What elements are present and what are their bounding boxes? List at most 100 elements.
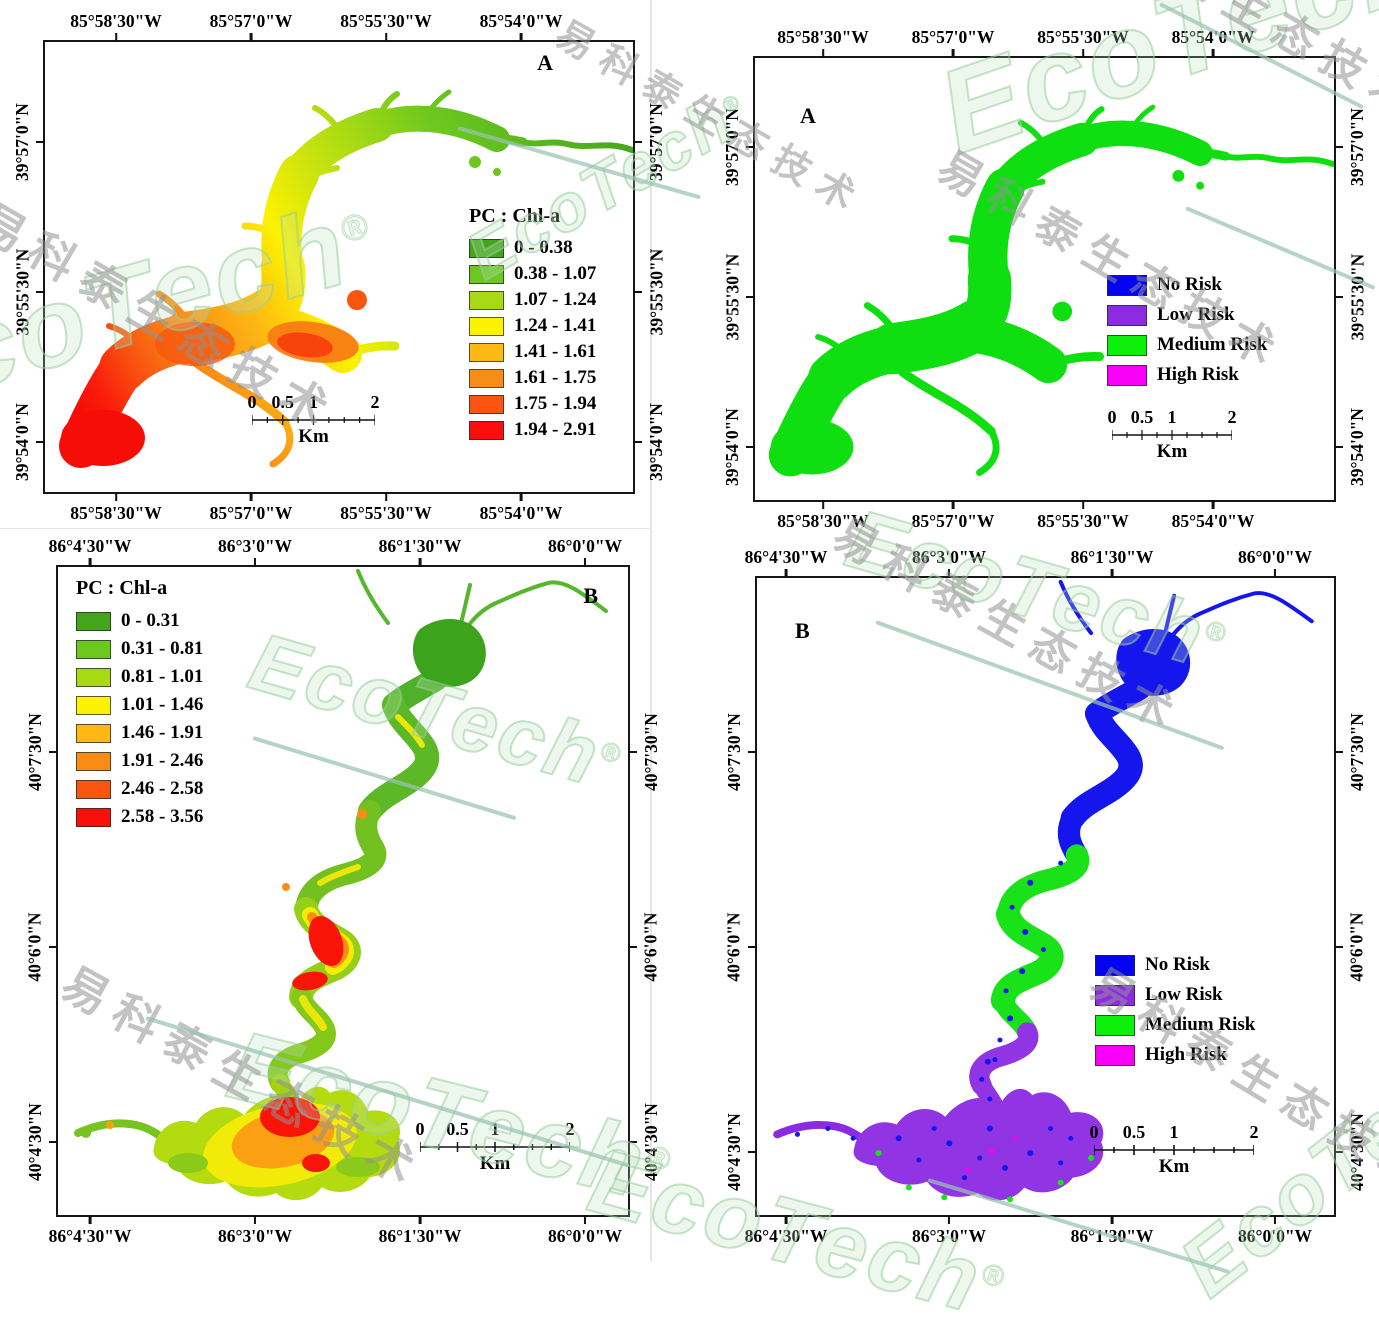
tick-mark [36, 140, 45, 144]
y-axis-right: 39°57'0"N 39°55'30"N 39°54'0"N [1334, 58, 1374, 500]
axis-tick: 86°4'30"W [48, 1215, 132, 1246]
legend-item-label: Low Risk [1145, 984, 1223, 1005]
axis-tick: 40°4'30"N [23, 1077, 58, 1207]
chl-legend: PC : Chl-a 0 - 0.38 0.38 - 1.07 1.07 - 1… [469, 205, 596, 443]
tick-mark [36, 440, 45, 444]
axis-label-wrap: 39°57'0"N [720, 82, 744, 212]
legend-title: PC : Chl-a [76, 577, 168, 599]
axis-tick-label: 85°55'30"W [340, 10, 432, 31]
axis-tick-label: 85°54'0"W [479, 10, 563, 31]
legend-swatch [76, 723, 111, 743]
scale-bar-tick-label: 1 [1167, 407, 1177, 427]
axis-tick-label: 86°0'0"W [547, 1226, 623, 1246]
axis-tick-label: 86°4'30"W [48, 1226, 132, 1246]
tick-mark [88, 1215, 92, 1224]
axis-label-wrap: 39°57'0"N [10, 77, 34, 207]
legend-swatch [76, 667, 111, 687]
legend-item-label: High Risk [1145, 1044, 1227, 1065]
panel-label: A [537, 50, 553, 75]
tick-mark [947, 1215, 951, 1224]
legend-item: 1.94 - 2.91 [469, 417, 596, 443]
legend-swatch [76, 807, 111, 827]
axis-tick-label: 39°57'0"N [721, 108, 742, 186]
scale-bar-unit: Km [479, 1153, 511, 1174]
axis-tick: 85°58'30"W [777, 500, 869, 531]
axis-tick-label: 40°4'30"N [640, 1103, 661, 1181]
axis-label-wrap: 40°7'30"N [23, 687, 47, 817]
axis-tick-label: 86°0'0"W [1237, 1226, 1313, 1246]
y-axis-left: 40°7'30"N 40°6'0"N 40°4'30"N [717, 578, 757, 1215]
tick-mark [746, 145, 755, 149]
legend-item: 1.46 - 1.91 [76, 719, 203, 747]
scale-bar-line [1112, 430, 1232, 440]
tick-mark [253, 1215, 257, 1224]
legend-swatch [1107, 334, 1147, 356]
axis-tick: 39°55'30"N [1334, 232, 1369, 362]
axis-tick-label: 40°6'0"N [24, 912, 45, 982]
axis-tick: 86°3'0"W [912, 547, 986, 578]
legend-item: High Risk [1107, 360, 1267, 390]
tick-mark [633, 440, 642, 444]
axis-tick: 85°58'30"W [777, 27, 869, 58]
axis-tick-label: 85°55'30"W [340, 503, 432, 523]
axis-tick: 86°3'0"W [912, 1215, 986, 1246]
axis-tick: 86°4'30"W [745, 1215, 827, 1246]
tick-mark [784, 569, 788, 578]
scale-bar-unit: Km [298, 426, 329, 447]
tick-mark [947, 569, 951, 578]
tick-mark [1211, 49, 1215, 58]
legend-swatch [469, 342, 504, 362]
scale-bar-labels: 0 0.5 1 2 [416, 1119, 575, 1139]
axis-label-wrap: 40°7'30"N [639, 687, 663, 817]
tick-mark [1334, 945, 1343, 949]
axis-tick-label: 85°58'30"W [777, 26, 869, 47]
y-axis-left: 39°57'0"N 39°55'30"N 39°54'0"N [715, 58, 755, 500]
tick-mark [784, 1215, 788, 1224]
axis-tick-label: 85°55'30"W [1037, 26, 1129, 47]
axis-tick-label: 86°1'30"W [1070, 546, 1154, 567]
axis-tick: 40°6'0"N [722, 882, 757, 1012]
legend-item-label: 1.61 - 1.75 [514, 367, 597, 388]
x-axis-bottom: 86°4'30"W 86°3'0"W 86°1'30"W 86°0'0"W [49, 1215, 628, 1252]
legend-swatch [76, 639, 111, 659]
tick-mark [253, 558, 257, 567]
legend-item: No Risk [1095, 950, 1255, 980]
legend-item-label: 1.94 - 2.91 [514, 419, 597, 440]
legend-item-label: 0 - 0.31 [121, 610, 180, 631]
axis-tick-label: 86°1'30"W [378, 1226, 462, 1246]
axis-label-wrap: 39°55'30"N [644, 227, 668, 357]
tick-mark [1110, 1215, 1114, 1224]
axis-tick-label: 86°3'0"W [217, 535, 293, 556]
axis-tick: 40°4'30"N [628, 1077, 663, 1207]
tick-mark [821, 49, 825, 58]
legend-swatch [469, 368, 504, 388]
axis-tick: 86°4'30"W [49, 536, 131, 567]
axis-tick: 86°1'30"W [379, 536, 461, 567]
legend-swatch [1095, 1014, 1135, 1036]
scale-bar-labels: 0 0.5 1 2 [248, 392, 380, 412]
legend-rows: 0 - 0.31 0.31 - 0.81 0.81 - 1.01 1.01 - … [76, 607, 203, 831]
tick-mark [1211, 500, 1215, 509]
axis-label-wrap: 39°54'0"N [720, 382, 744, 512]
axis-tick: 39°57'0"N [633, 77, 668, 207]
axis-tick-label: 85°57'0"W [911, 511, 995, 531]
panel-label: B [795, 618, 810, 643]
scale-bar-line [420, 1142, 570, 1152]
legend-item-label: 1.41 - 1.61 [514, 341, 597, 362]
legend-rows: No Risk Low Risk Medium Risk High Risk [1095, 950, 1255, 1070]
legend-item: 1.41 - 1.61 [469, 339, 596, 365]
legend-item: 1.91 - 2.46 [76, 747, 203, 775]
legend-swatch [469, 238, 504, 258]
axis-label-wrap: 40°6'0"N [639, 882, 663, 1012]
tick-mark [746, 295, 755, 299]
axis-tick-label: 85°55'30"W [1037, 511, 1129, 531]
axis-tick-label: 40°7'30"N [640, 713, 661, 791]
legend-swatch [469, 420, 504, 440]
scale-bar-unit: Km [1156, 441, 1188, 462]
axis-tick: 85°55'30"W [340, 11, 432, 42]
axis-label-wrap: 40°4'30"N [1345, 1087, 1369, 1217]
axis-tick-label: 39°55'30"N [1346, 253, 1367, 341]
tick-mark [49, 945, 58, 949]
tick-mark [628, 1140, 637, 1144]
